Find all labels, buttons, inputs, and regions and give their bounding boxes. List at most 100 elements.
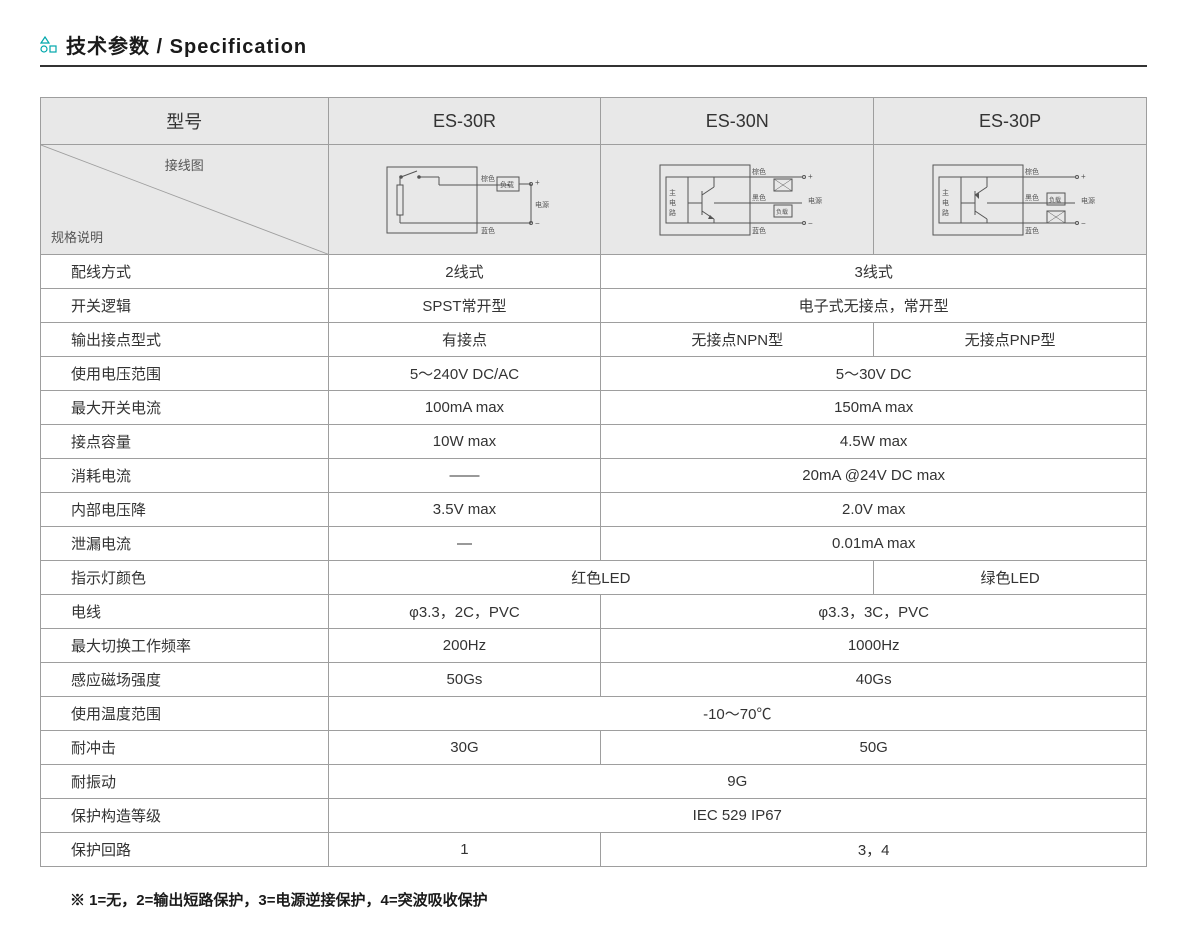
row-cell: 1 <box>328 833 601 867</box>
svg-text:电源: 电源 <box>808 196 822 205</box>
row-cell: 有接点 <box>328 323 601 357</box>
row-label: 使用温度范围 <box>41 697 329 731</box>
table-row: 耐振动9G <box>41 765 1147 799</box>
row-cell: 3.5V max <box>328 493 601 527</box>
svg-text:路: 路 <box>942 208 949 217</box>
row-label: 保护回路 <box>41 833 329 867</box>
svg-text:路: 路 <box>669 208 676 217</box>
section-header: 技术参数 / Specification <box>40 30 1147 67</box>
svg-text:棕色: 棕色 <box>481 174 495 183</box>
svg-text:+: + <box>808 172 813 181</box>
svg-text:蓝色: 蓝色 <box>752 226 766 235</box>
wiring-diagram-n: 主 电 路 棕色 黑色 蓝色 <box>601 145 874 255</box>
row-label: 耐振动 <box>41 765 329 799</box>
table-row: 开关逻辑SPST常开型电子式无接点，常开型 <box>41 289 1147 323</box>
row-cell: 3，4 <box>601 833 1147 867</box>
table-row: 电线φ3.3，2C，PVCφ3.3，3C，PVC <box>41 595 1147 629</box>
table-row: 输出接点型式有接点无接点NPN型无接点PNP型 <box>41 323 1147 357</box>
row-label: 保护构造等级 <box>41 799 329 833</box>
diagram-label-top: 接线图 <box>165 155 204 174</box>
svg-text:电: 电 <box>669 198 676 207</box>
table-row: 最大开关电流100mA max150mA max <box>41 391 1147 425</box>
row-cell: 10W max <box>328 425 601 459</box>
svg-text:黑色: 黑色 <box>1025 193 1039 202</box>
row-cell: 1000Hz <box>601 629 1147 663</box>
svg-text:−: − <box>1081 219 1086 228</box>
row-label: 开关逻辑 <box>41 289 329 323</box>
row-cell: 30G <box>328 731 601 765</box>
row-cell: 20mA @24V DC max <box>601 459 1147 493</box>
svg-text:主: 主 <box>942 188 949 197</box>
table-row: 接点容量10W max4.5W max <box>41 425 1147 459</box>
table-row: 消耗电流——20mA @24V DC max <box>41 459 1147 493</box>
spec-table: 型号 ES-30R ES-30N ES-30P 接线图 规格说明 <box>40 97 1147 867</box>
row-label: 电线 <box>41 595 329 629</box>
table-row: 耐冲击30G50G <box>41 731 1147 765</box>
svg-text:电源: 电源 <box>1081 196 1095 205</box>
model-label-cell: 型号 <box>41 98 329 145</box>
row-cell: — <box>328 527 601 561</box>
section-title: 技术参数 / Specification <box>66 30 307 59</box>
row-label: 消耗电流 <box>41 459 329 493</box>
svg-text:蓝色: 蓝色 <box>481 226 495 235</box>
table-row: 最大切换工作频率200Hz1000Hz <box>41 629 1147 663</box>
table-row: 感应磁场强度50Gs40Gs <box>41 663 1147 697</box>
svg-text:电: 电 <box>942 198 949 207</box>
row-cell: 9G <box>328 765 1146 799</box>
row-label: 内部电压降 <box>41 493 329 527</box>
wiring-diagram-row: 接线图 规格说明 棕色 蓝色 <box>41 145 1147 255</box>
svg-text:+: + <box>1081 172 1086 181</box>
row-label: 指示灯颜色 <box>41 561 329 595</box>
svg-text:−: − <box>535 219 540 228</box>
row-cell: 4.5W max <box>601 425 1147 459</box>
row-label: 配线方式 <box>41 255 329 289</box>
row-label: 泄漏电流 <box>41 527 329 561</box>
svg-text:黑色: 黑色 <box>752 193 766 202</box>
model-col-2: ES-30P <box>874 98 1147 145</box>
svg-text:主: 主 <box>669 188 676 197</box>
footnote: ※ 1=无，2=输出短路保护，3=电源逆接保护，4=突波吸收保护 <box>40 889 1147 910</box>
svg-text:负载: 负载 <box>776 208 788 216</box>
table-row: 使用电压范围5～240V DC/AC5～30V DC <box>41 357 1147 391</box>
diagram-label-bottom: 规格说明 <box>51 227 103 246</box>
row-cell: 150mA max <box>601 391 1147 425</box>
row-cell: 5～30V DC <box>601 357 1147 391</box>
row-cell: 红色LED <box>328 561 874 595</box>
row-cell: 5～240V DC/AC <box>328 357 601 391</box>
row-cell: 40Gs <box>601 663 1147 697</box>
wiring-diagram-p: 主 电 路 棕色 黑色 蓝色 负载 <box>874 145 1147 255</box>
row-label: 最大切换工作频率 <box>41 629 329 663</box>
row-cell: 0.01mA max <box>601 527 1147 561</box>
row-label: 接点容量 <box>41 425 329 459</box>
row-cell: 100mA max <box>328 391 601 425</box>
row-cell: 无接点PNP型 <box>874 323 1147 357</box>
svg-text:负载: 负载 <box>500 180 514 189</box>
table-row: 使用温度范围-10～70℃ <box>41 697 1147 731</box>
row-cell: —— <box>328 459 601 493</box>
table-row: 指示灯颜色红色LED绿色LED <box>41 561 1147 595</box>
row-cell: 电子式无接点，常开型 <box>601 289 1147 323</box>
table-row: 配线方式2线式3线式 <box>41 255 1147 289</box>
row-cell: 无接点NPN型 <box>601 323 874 357</box>
row-cell: 2线式 <box>328 255 601 289</box>
model-col-1: ES-30N <box>601 98 874 145</box>
row-cell: 2.0V max <box>601 493 1147 527</box>
row-label: 输出接点型式 <box>41 323 329 357</box>
table-row: 泄漏电流—0.01mA max <box>41 527 1147 561</box>
svg-text:棕色: 棕色 <box>752 167 766 176</box>
table-row: 内部电压降3.5V max2.0V max <box>41 493 1147 527</box>
table-header-row: 型号 ES-30R ES-30N ES-30P <box>41 98 1147 145</box>
row-cell: SPST常开型 <box>328 289 601 323</box>
row-cell: φ3.3，2C，PVC <box>328 595 601 629</box>
row-label: 使用电压范围 <box>41 357 329 391</box>
table-row: 保护回路13，4 <box>41 833 1147 867</box>
svg-text:电源: 电源 <box>535 200 549 209</box>
row-label: 最大开关电流 <box>41 391 329 425</box>
row-cell: 绿色LED <box>874 561 1147 595</box>
row-cell: IEC 529 IP67 <box>328 799 1146 833</box>
svg-text:−: − <box>808 219 813 228</box>
header-icon <box>40 36 58 54</box>
model-col-0: ES-30R <box>328 98 601 145</box>
row-label: 耐冲击 <box>41 731 329 765</box>
svg-text:+: + <box>535 178 540 187</box>
